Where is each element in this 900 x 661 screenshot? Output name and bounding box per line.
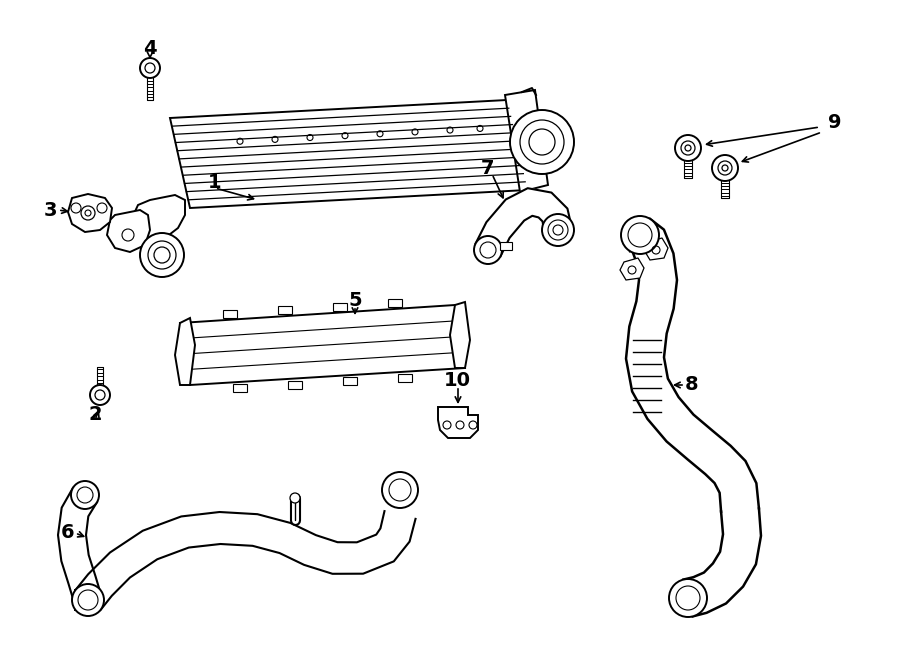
Circle shape: [97, 203, 107, 213]
Polygon shape: [76, 511, 416, 610]
Circle shape: [90, 385, 110, 405]
Circle shape: [510, 110, 574, 174]
Circle shape: [621, 216, 659, 254]
Polygon shape: [505, 90, 548, 192]
Polygon shape: [68, 194, 112, 232]
Text: 7: 7: [482, 159, 495, 178]
Circle shape: [382, 472, 418, 508]
Text: 5: 5: [348, 290, 362, 309]
Polygon shape: [398, 373, 411, 382]
Polygon shape: [683, 508, 761, 617]
Polygon shape: [107, 210, 150, 252]
Text: 6: 6: [61, 524, 75, 543]
Polygon shape: [620, 258, 644, 280]
Text: 10: 10: [444, 371, 471, 389]
Circle shape: [290, 493, 300, 503]
Polygon shape: [388, 299, 401, 307]
Circle shape: [712, 155, 738, 181]
Polygon shape: [475, 188, 572, 256]
Text: 8: 8: [685, 375, 698, 395]
Polygon shape: [75, 590, 100, 610]
Polygon shape: [222, 310, 237, 318]
Text: 4: 4: [143, 38, 157, 58]
Circle shape: [72, 584, 104, 616]
Polygon shape: [232, 384, 247, 392]
Polygon shape: [450, 302, 470, 368]
Text: 9: 9: [828, 112, 842, 132]
Polygon shape: [332, 303, 347, 311]
Polygon shape: [180, 305, 465, 385]
Polygon shape: [175, 318, 195, 385]
Polygon shape: [170, 100, 527, 208]
FancyBboxPatch shape: [500, 242, 512, 250]
Circle shape: [71, 481, 99, 509]
Circle shape: [669, 579, 707, 617]
Circle shape: [474, 236, 502, 264]
Circle shape: [140, 233, 184, 277]
Polygon shape: [343, 377, 356, 385]
Text: 3: 3: [43, 200, 57, 219]
Polygon shape: [626, 219, 759, 512]
Polygon shape: [438, 407, 478, 438]
Polygon shape: [58, 488, 102, 604]
Circle shape: [71, 203, 81, 213]
Polygon shape: [644, 238, 668, 260]
Circle shape: [542, 214, 574, 246]
Polygon shape: [287, 381, 302, 389]
Text: 2: 2: [88, 405, 102, 424]
Polygon shape: [277, 306, 292, 314]
Polygon shape: [132, 195, 185, 240]
Circle shape: [675, 135, 701, 161]
Circle shape: [140, 58, 160, 78]
Text: 1: 1: [208, 173, 221, 192]
